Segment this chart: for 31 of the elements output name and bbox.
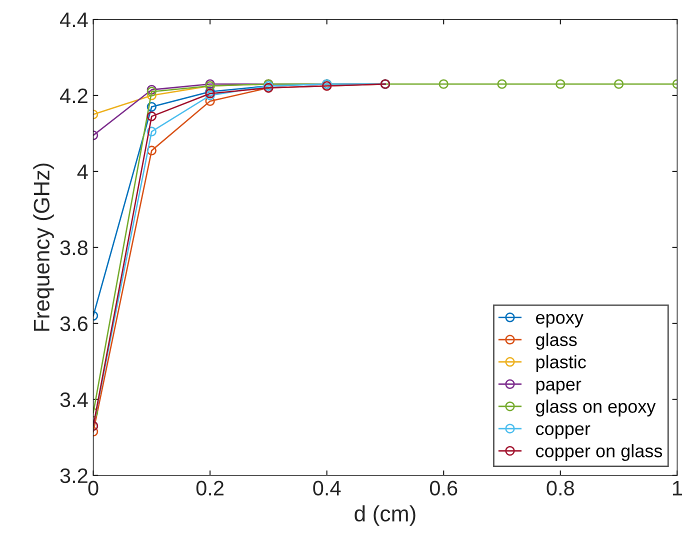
y-tick-label: 4 [77, 164, 88, 179]
point [146, 102, 157, 112]
point [614, 79, 624, 89]
x-tick-label: 0.6 [430, 480, 458, 496]
point [497, 79, 507, 89]
x-tick-label: 0.2 [196, 480, 224, 496]
legend-label: glass on epoxy [536, 400, 656, 416]
y-tick-label: 4.4 [60, 12, 88, 28]
x-tick-label: 1 [672, 481, 682, 496]
legend-label: copper on glass [536, 444, 662, 461]
y-tick-label: 3.8 [60, 240, 88, 256]
x-axis-title: d (cm) [354, 505, 416, 526]
point [205, 96, 215, 106]
point [146, 146, 157, 156]
y-tick-label: 3.2 [60, 468, 88, 484]
y-tick-label: 3.4 [60, 392, 88, 408]
y-axis-title: Frequency (GHz) [33, 164, 54, 331]
legend-label: epoxy [536, 314, 584, 328]
point [146, 126, 157, 136]
point [146, 111, 157, 122]
legend-label: glass [536, 332, 577, 350]
y-tick-label: 3.6 [60, 316, 88, 332]
y-tick-label: 4.2 [60, 88, 88, 103]
point [438, 79, 448, 89]
legend-label: plastic [536, 355, 586, 372]
legend-label: copper [536, 425, 590, 439]
legend-label: paper [536, 380, 582, 394]
x-tick-label: 0.8 [546, 480, 574, 496]
x-tick-label: 0.4 [313, 480, 341, 496]
point [556, 79, 566, 89]
x-tick-label: 0 [88, 480, 98, 496]
